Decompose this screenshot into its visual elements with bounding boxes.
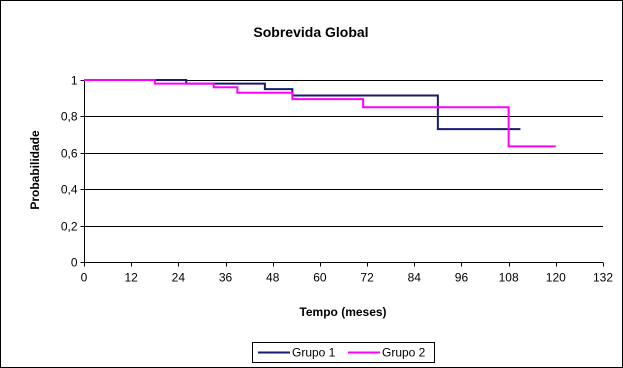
x-tick-label-9: 108 bbox=[499, 271, 519, 285]
legend-label-2: Grupo 2 bbox=[382, 346, 426, 360]
x-tick-label-1: 12 bbox=[125, 271, 139, 285]
x-tick-label-6: 72 bbox=[360, 271, 374, 285]
x-tick-label-4: 48 bbox=[266, 271, 280, 285]
y-axis-title: Probabilidade bbox=[28, 130, 42, 210]
x-axis-title: Tempo (meses) bbox=[299, 305, 386, 319]
x-tick-label-2: 24 bbox=[172, 271, 186, 285]
y-tick-label-5: 1 bbox=[71, 74, 78, 88]
series-line-1 bbox=[84, 79, 521, 131]
x-tick-label-11: 132 bbox=[593, 271, 613, 285]
series-layer bbox=[84, 79, 556, 148]
y-tick-label-0: 0 bbox=[71, 256, 78, 270]
y-tick-label-1: 0,2 bbox=[61, 220, 78, 234]
x-tick-label-7: 84 bbox=[408, 271, 422, 285]
series-line-2 bbox=[84, 79, 556, 148]
x-tick-label-0: 0 bbox=[81, 271, 88, 285]
tick-labels: 0 12 24 36 48 60 72 84 96 108 120 132 0 0,2 0,4 0,6 0,8 1 bbox=[61, 74, 614, 285]
x-tick-label-5: 60 bbox=[313, 271, 327, 285]
y-tick-label-2: 0,4 bbox=[61, 183, 78, 197]
legend: Grupo 1 Grupo 2 bbox=[252, 342, 435, 363]
chart-title: Sobrevida Global bbox=[253, 24, 368, 40]
legend-box bbox=[252, 342, 435, 363]
y-tick-label-4: 0,8 bbox=[61, 110, 78, 124]
legend-label-1: Grupo 1 bbox=[292, 346, 336, 360]
y-tick-label-3: 0,6 bbox=[61, 147, 78, 161]
x-tick-label-10: 120 bbox=[546, 271, 566, 285]
axes bbox=[80, 80, 604, 267]
x-tick-label-8: 96 bbox=[455, 271, 469, 285]
x-tick-label-3: 36 bbox=[219, 271, 233, 285]
